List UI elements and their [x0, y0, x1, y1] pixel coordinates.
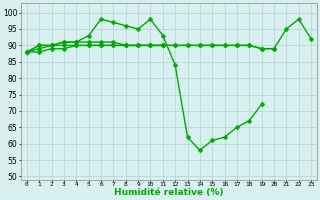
X-axis label: Humidité relative (%): Humidité relative (%)	[114, 188, 224, 197]
